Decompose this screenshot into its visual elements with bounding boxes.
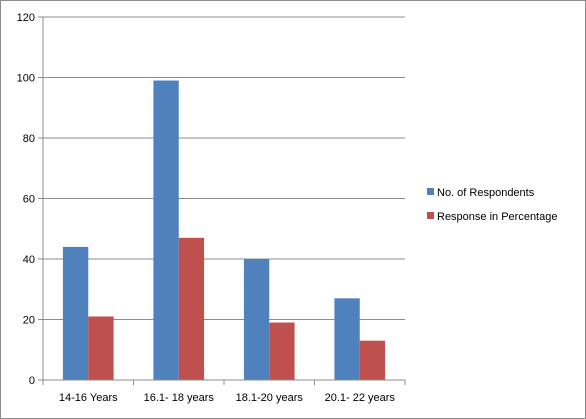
bars: [62, 80, 386, 381]
legend-label-1: Response in Percentage: [437, 211, 557, 223]
bar-response-in-percentage-1: [178, 237, 205, 380]
bar-response-in-percentage-2: [269, 322, 295, 380]
bar-no-of-respondents-2: [243, 259, 270, 380]
bar-response-in-percentage-3: [359, 340, 386, 380]
x-category-label: 14-16 Years: [59, 392, 118, 404]
y-tick-label: 100: [17, 73, 35, 85]
bar-response-in-percentage-0: [88, 316, 114, 380]
y-tick-label: 0: [29, 375, 35, 387]
legend: No. of Respondents Response in Percentage: [427, 187, 557, 223]
bar-no-of-respondents-1: [153, 80, 179, 381]
legend-swatch-0: [427, 188, 434, 195]
y-tick-label: 120: [17, 12, 35, 24]
x-category-label: 18.1-20 years: [236, 392, 304, 404]
bar-no-of-respondents-0: [62, 246, 89, 380]
axis-labels: 0 20 40 60 80 100 120 14-16 Years 16.1- 18 years…: [17, 12, 396, 404]
bar-no-of-respondents-3: [334, 298, 360, 380]
axes: [38, 16, 406, 385]
x-category-label: 16.1- 18 years: [144, 392, 215, 404]
gridlines: [43, 16, 405, 320]
y-tick-label: 40: [23, 254, 35, 266]
x-category-label: 20.1- 22 years: [325, 392, 396, 404]
legend-label-0: No. of Respondents: [437, 187, 535, 199]
legend-swatch-1: [427, 212, 434, 219]
y-tick-label: 60: [23, 194, 35, 206]
y-tick-label: 20: [23, 315, 35, 327]
y-tick-label: 80: [23, 133, 35, 145]
